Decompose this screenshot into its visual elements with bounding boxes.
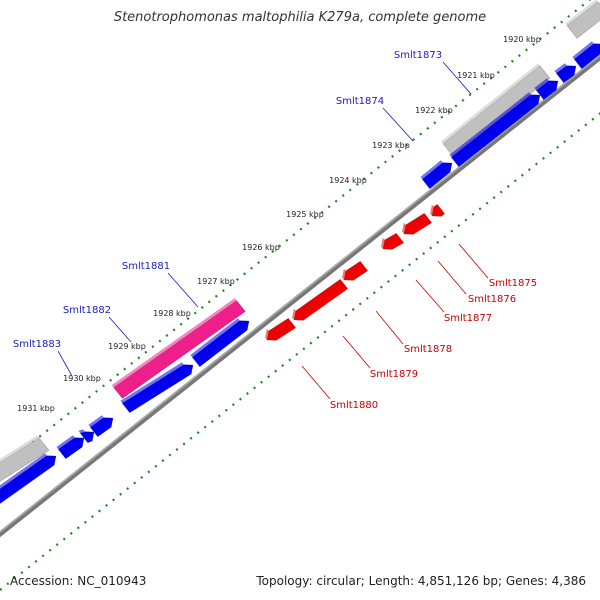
grey-feature-top-top [565, 0, 599, 26]
forward-cds-a [534, 78, 559, 101]
reverse-cds-1880-body [266, 317, 297, 341]
forward-cds-1883c-body [89, 417, 114, 438]
grey-feature-top-body [566, 1, 600, 39]
reverse-cds-1875-top [430, 204, 434, 216]
gene-leader-line [301, 365, 331, 400]
tick-label: 1931 kbp [17, 404, 55, 413]
forward-cds-b [554, 63, 577, 84]
tick-label: 1930 kbp [63, 374, 101, 383]
gene-leader-line [342, 335, 371, 369]
gene-leader-line [442, 61, 472, 95]
tick-label: 1929 kbp [108, 342, 146, 351]
gene-label-smlt1881: Smlt1881 [122, 261, 170, 272]
tick-label: 1924 kbp [329, 176, 367, 185]
tick-label: 1923 kbp [372, 141, 410, 150]
highlight-cds-1881-top [111, 298, 237, 388]
forward-cds-1874 [420, 160, 453, 190]
grey-feature-1873-top [441, 63, 541, 144]
forward-cds-1883b [78, 429, 95, 444]
reverse-cds-1879-top [292, 308, 296, 320]
reverse-cds-1876-body [403, 212, 433, 235]
gene-label-smlt1875: Smlt1875 [489, 278, 537, 289]
tick-label: 1927 kbp [197, 277, 235, 286]
forward-cds-1883 [56, 435, 85, 460]
tick-label: 1928 kbp [153, 309, 191, 318]
reverse-cds-1875 [430, 203, 446, 217]
label-layer: Smlt1873 Smlt1874 Smlt1881 Smlt1882 Smlt1883… [13, 50, 537, 411]
inner-tick-track [0, 112, 600, 591]
forward-cds-c-top [572, 41, 594, 60]
feature-layer [0, 0, 600, 505]
gene-leader-line [108, 316, 132, 343]
gene-leader-line [415, 279, 445, 313]
gene-label-smlt1882: Smlt1882 [63, 305, 111, 316]
forward-cds-a-top [534, 78, 549, 91]
reverse-cds-1878-top [342, 268, 346, 280]
tick-label: 1922 kbp [415, 106, 453, 115]
reverse-cds-1875-body [431, 203, 446, 217]
forward-cds-edge [0, 453, 57, 505]
gene-leader-line [167, 272, 199, 308]
grey-feature-bottom-top [0, 435, 40, 463]
backbone-layer [0, 54, 600, 538]
forward-cds-1881-body [191, 320, 250, 368]
reverse-cds-1880-top [265, 328, 269, 340]
reverse-cds-1878 [342, 260, 369, 281]
forward-cds-1881-top [190, 318, 240, 358]
reverse-cds-1876-top [402, 222, 406, 234]
gene-leader-line [437, 260, 467, 295]
reverse-cds-1878-body [343, 260, 369, 281]
map-title: Stenotrophomonas maltophilia K279a, comp… [113, 10, 487, 25]
reverse-cds-1879-body [293, 278, 349, 321]
reverse-cds-1879 [292, 278, 349, 321]
grey-feature-bottom [0, 435, 50, 482]
gene-label-smlt1879: Smlt1879 [370, 369, 418, 380]
tick-label: 1920 kbp [503, 35, 541, 44]
outer-tick-track [0, 0, 592, 470]
gene-label-smlt1873: Smlt1873 [394, 50, 442, 61]
forward-cds-b-top [554, 63, 567, 74]
gene-label-smlt1877: Smlt1877 [444, 313, 492, 324]
gene-label-smlt1880: Smlt1880 [330, 400, 378, 411]
gene-leader-line [57, 350, 73, 377]
tick-label: 1921 kbp [457, 71, 495, 80]
reverse-cds-1877-top [381, 237, 385, 249]
gene-leader-line [458, 243, 489, 279]
forward-cds-edge-top [0, 453, 47, 489]
gene-leader-line [382, 107, 414, 142]
tick-label: 1925 kbp [286, 210, 324, 219]
accession-text: Accession: NC_010943 [10, 574, 147, 588]
forward-cds-1883-top [56, 435, 75, 450]
genome-backbone [0, 54, 600, 538]
topology-text: Topology: circular; Length: 4,851,126 bp… [256, 574, 586, 588]
forward-cds-1883b-top [78, 429, 85, 434]
forward-cds-1874-top [420, 160, 443, 180]
grey-feature-top [565, 0, 600, 39]
gene-leader-line [375, 310, 404, 345]
forward-cds-1873 [449, 92, 541, 168]
forward-cds-1883c [88, 415, 114, 438]
reverse-cds-1880 [265, 317, 297, 341]
forward-cds-1873-top [449, 92, 531, 158]
grey-feature-1873 [441, 63, 551, 157]
gene-label-smlt1883: Smlt1883 [13, 339, 61, 350]
gene-label-smlt1878: Smlt1878 [404, 344, 452, 355]
forward-cds-1883-body [57, 437, 85, 460]
gene-label-smlt1876: Smlt1876 [468, 294, 516, 305]
forward-cds-1883c-top [88, 415, 104, 428]
reverse-cds-1877-body [382, 232, 405, 250]
highlight-cds-1881 [111, 298, 246, 399]
forward-cds-c [572, 41, 600, 70]
tick-label: 1926 kbp [242, 243, 280, 252]
forward-cds-1881 [190, 318, 250, 368]
genome-backbone-highlight [0, 54, 600, 534]
reverse-cds-1877 [381, 232, 405, 250]
forward-cds-1882 [120, 362, 194, 414]
forward-cds-1882-top [120, 362, 184, 404]
reverse-cds-1876 [402, 212, 433, 235]
gene-label-smlt1874: Smlt1874 [336, 96, 384, 107]
